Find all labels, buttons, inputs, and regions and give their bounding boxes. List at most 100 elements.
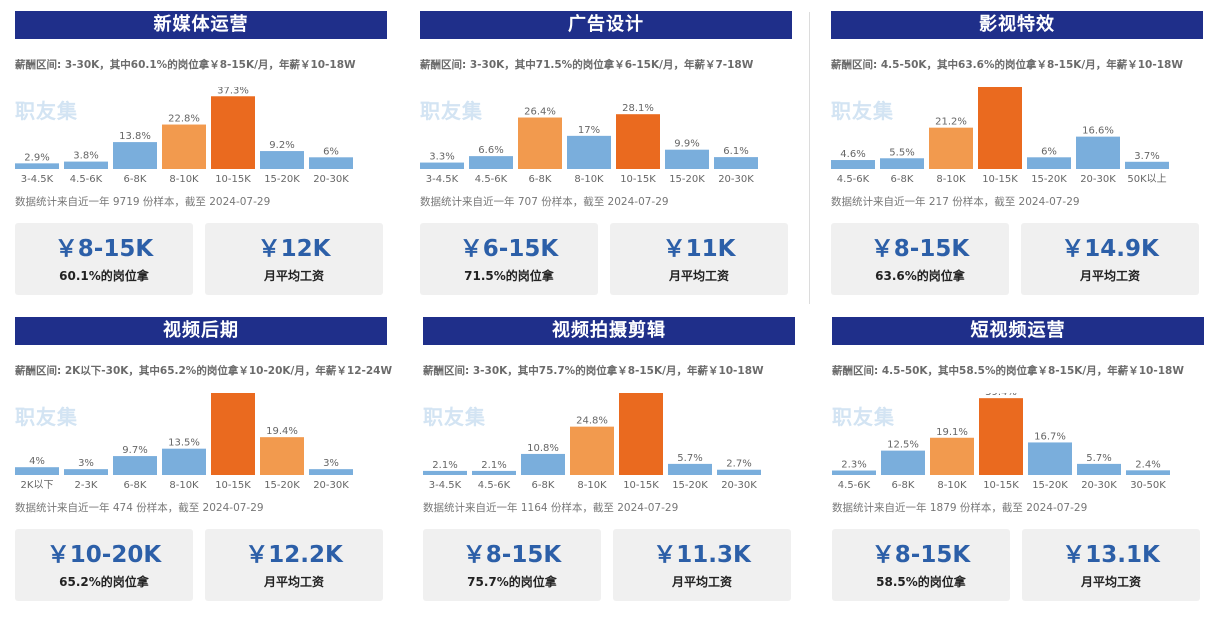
panel-xinmeiti: 新媒体运营 薪酬区间: 3-30K，其中60.1%的岗位拿￥8-15K/月，年薪… bbox=[15, 11, 387, 311]
bar-20-30K bbox=[1076, 136, 1120, 169]
panel-duanshipin: 短视频运营 薪酬区间: 4.5-50K，其中58.5%的岗位拿￥8-15K/月，… bbox=[832, 317, 1204, 617]
avg-salary-card: ￥12.2K 月平均工资 bbox=[205, 529, 383, 601]
bar-value-label: 3% bbox=[323, 458, 339, 469]
panel-title: 短视频运营 bbox=[832, 317, 1204, 345]
panel-title: 视频后期 bbox=[15, 317, 387, 345]
category-tick-label: 20-30K bbox=[1081, 480, 1117, 491]
bar-2-3K bbox=[64, 469, 108, 475]
panel-shipin-paishe: 视频拍摄剪辑 薪酬区间: 3-30K，其中75.7%的岗位拿￥8-15K/月，年… bbox=[423, 317, 795, 617]
bar-6-8K bbox=[880, 158, 924, 169]
bar-value-label: 17% bbox=[578, 125, 600, 136]
panel-title: 视频拍摄剪辑 bbox=[423, 317, 795, 345]
avg-salary-value: ￥11.3K bbox=[653, 542, 751, 568]
bar-10-15K bbox=[979, 398, 1023, 475]
avg-salary-label: 月平均工资 bbox=[263, 575, 324, 589]
bar-value-label: 3.7% bbox=[1134, 151, 1159, 162]
salary-range-text: 薪酬区间: 4.5-50K，其中58.5%的岗位拿￥8-15K/月，年薪￥10-… bbox=[832, 365, 1184, 377]
bar-value-label: 6% bbox=[1041, 146, 1057, 157]
bar-15-20K bbox=[1027, 157, 1071, 169]
bar-value-label: 16.7% bbox=[1034, 431, 1066, 442]
salary-range-text: 薪酬区间: 3-30K，其中75.7%的岗位拿￥8-15K/月，年薪￥10-18… bbox=[423, 365, 764, 377]
bar-15-20K bbox=[665, 149, 709, 169]
bar-10-15K bbox=[619, 393, 663, 475]
category-tick-label: 4.5-6K bbox=[838, 480, 871, 491]
salary-bar-chart: 2.1% 3-4.5K 2.1% 4.5-6K 10.8% 6-8K 24.8% 8-10K 5… bbox=[423, 393, 761, 491]
sample-note: 数据统计来自近一年 707 份样本，截至 2024-07-29 bbox=[420, 196, 669, 208]
avg-salary-label: 月平均工资 bbox=[668, 269, 729, 283]
bar-value-label: 4% bbox=[29, 456, 45, 467]
bar-8-10K bbox=[567, 135, 611, 169]
bar-20-30K bbox=[717, 469, 761, 475]
category-tick-label: 6-8K bbox=[124, 480, 147, 491]
bar-15-20K bbox=[1028, 442, 1072, 475]
bar-value-label: 2.9% bbox=[24, 152, 49, 163]
main-range-label: 63.6%的岗位拿 bbox=[875, 269, 965, 283]
avg-salary-value: ￥14.9K bbox=[1061, 236, 1159, 262]
watermark-logo: 职友集 bbox=[420, 99, 483, 123]
bar-3-4.5K bbox=[15, 163, 59, 169]
watermark-logo: 职友集 bbox=[831, 99, 894, 123]
category-tick-label: 6-8K bbox=[891, 174, 914, 185]
category-tick-label: 20-30K bbox=[718, 174, 754, 185]
main-range-card: ￥6-15K 71.5%的岗位拿 bbox=[420, 223, 598, 295]
avg-salary-value: ￥12.2K bbox=[245, 542, 343, 568]
main-range-label: 65.2%的岗位拿 bbox=[59, 575, 149, 589]
category-tick-label: 10-15K bbox=[620, 174, 656, 185]
bar-4.5-6K bbox=[831, 160, 875, 169]
bar-value-label: 22.8% bbox=[168, 114, 200, 125]
bar-value-label: 16.6% bbox=[1082, 126, 1114, 137]
bar-8-10K bbox=[570, 426, 614, 475]
category-tick-label: 3-4.5K bbox=[429, 480, 462, 491]
bar-10-15K bbox=[211, 393, 255, 475]
category-tick-label: 6-8K bbox=[532, 480, 555, 491]
bar-15-20K bbox=[260, 151, 304, 169]
bar-3-4.5K bbox=[420, 162, 464, 169]
category-tick-label: 4.5-6K bbox=[70, 174, 103, 185]
main-range-value: ￥8-15K bbox=[54, 236, 154, 262]
bar-value-label: 2.1% bbox=[481, 460, 506, 471]
bar-value-label: 4.6% bbox=[840, 149, 865, 160]
main-range-card: ￥8-15K 58.5%的岗位拿 bbox=[832, 529, 1010, 601]
main-range-value: ￥10-20K bbox=[46, 542, 162, 568]
sample-note: 数据统计来自近一年 474 份样本，截至 2024-07-29 bbox=[15, 502, 264, 514]
bar-value-label: 12.5% bbox=[887, 440, 919, 451]
main-range-card: ￥8-15K 60.1%的岗位拿 bbox=[15, 223, 193, 295]
bar-10-15K bbox=[211, 96, 255, 169]
salary-range-text: 薪酬区间: 3-30K，其中60.1%的岗位拿￥8-15K/月，年薪￥10-18… bbox=[15, 59, 356, 71]
bar-value-label: 2.4% bbox=[1135, 459, 1160, 470]
avg-salary-value: ￥11K bbox=[662, 236, 736, 262]
main-range-card: ￥10-20K 65.2%的岗位拿 bbox=[15, 529, 193, 601]
bar-3-4.5K bbox=[423, 470, 467, 475]
bar-value-label: 39.4% bbox=[985, 393, 1017, 398]
category-tick-label: 30-50K bbox=[1130, 480, 1166, 491]
main-range-label: 71.5%的岗位拿 bbox=[464, 269, 554, 283]
bar-6-8K bbox=[113, 142, 157, 169]
bar-6-8K bbox=[518, 117, 562, 169]
category-tick-label: 20-30K bbox=[1080, 174, 1116, 185]
bar-10-15K bbox=[616, 114, 660, 169]
watermark-logo: 职友集 bbox=[423, 405, 486, 429]
bar-value-label: 9.9% bbox=[674, 139, 699, 150]
category-tick-label: 20-30K bbox=[313, 480, 349, 491]
bar-value-label: 6% bbox=[323, 146, 339, 157]
category-tick-label: 8-10K bbox=[574, 174, 604, 185]
bar-8-10K bbox=[930, 437, 974, 475]
bar-6-8K bbox=[521, 453, 565, 475]
sample-note: 数据统计来自近一年 1879 份样本，截至 2024-07-29 bbox=[832, 502, 1088, 514]
category-tick-label: 20-30K bbox=[721, 480, 757, 491]
category-tick-label: 4.5-6K bbox=[475, 174, 508, 185]
salary-range-text: 薪酬区间: 2K以下-30K，其中65.2%的岗位拿￥10-20K/月，年薪￥1… bbox=[15, 365, 393, 377]
category-tick-label: 3-4.5K bbox=[21, 174, 54, 185]
main-range-value: ￥8-15K bbox=[870, 236, 970, 262]
panel-yingshi: 影视特效 薪酬区间: 4.5-50K，其中63.6%的岗位拿￥8-15K/月，年… bbox=[831, 11, 1203, 311]
sample-note: 数据统计来自近一年 1164 份样本，截至 2024-07-29 bbox=[423, 502, 679, 514]
bar-20-30K bbox=[714, 157, 758, 169]
bar-value-label: 6.6% bbox=[478, 145, 503, 156]
bar-value-label: 21.2% bbox=[935, 117, 967, 128]
panel-shipin-houqi: 视频后期 薪酬区间: 2K以下-30K，其中65.2%的岗位拿￥10-20K/月… bbox=[15, 317, 393, 617]
salary-bar-chart: 4%2K以下3%2-3K9.7%6-8K13.5%8-10K45.8%10-15… bbox=[15, 393, 353, 491]
avg-salary-label: 月平均工资 bbox=[1080, 575, 1141, 589]
category-tick-label: 15-20K bbox=[1032, 480, 1068, 491]
sample-note: 数据统计来自近一年 9719 份样本，截至 2024-07-29 bbox=[15, 196, 271, 208]
bar-value-label: 6.1% bbox=[723, 146, 748, 157]
